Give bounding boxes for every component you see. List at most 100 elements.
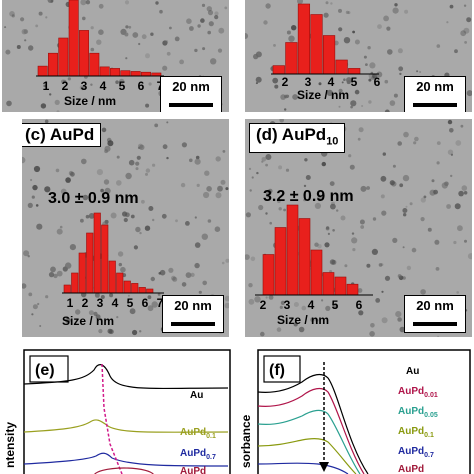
nanoparticle [435,267,440,271]
nanoparticle [145,103,150,108]
nanoparticle [351,237,358,244]
nanoparticle [200,18,205,23]
legend-f-aupd: AuPd [398,464,424,474]
histogram-bar-a-4 [79,30,89,77]
histogram-bar-a-3 [68,0,79,77]
histogram-bar-c-7 [116,272,124,294]
nanoparticle [207,219,212,223]
histogram-bar-b-5 [335,59,348,75]
nanoparticle [50,266,56,273]
nanoparticle [352,248,356,252]
nanoparticle [189,26,194,31]
histogram-bar-d-2 [286,204,299,296]
nanoparticle [420,289,426,295]
nanoparticle [186,18,192,25]
nanoparticle [389,180,395,186]
nanoparticle [372,217,377,221]
nanoparticle [162,40,168,46]
nanoparticle [378,263,383,267]
nanoparticle [32,304,38,310]
nanoparticle [381,317,388,324]
nanoparticle [128,25,132,29]
nanoparticle [222,150,226,153]
nanoparticle [137,146,141,150]
panel-c-particles [22,119,229,336]
nanoparticle [145,172,148,176]
nanoparticle [44,119,49,124]
histogram-bar-b-1 [285,42,298,75]
nanoparticle [310,317,315,322]
nanoparticle [256,171,259,175]
nanoparticle [124,32,129,37]
nanoparticle [22,156,26,164]
nanoparticle [338,88,343,93]
panel-e-label: (e) [35,362,55,379]
nanoparticle [402,208,408,213]
panel-f-absorbance: sorbance (f) Au AuPd0.01 AuPd0.05 AuPd0.… [239,349,471,474]
nanoparticle [392,237,398,243]
nanoparticle [152,163,156,167]
nanoparticle [128,159,135,166]
nanoparticle [214,226,221,232]
histogram-bar-c-4 [93,212,101,294]
nanoparticle [402,246,405,249]
nanoparticle [436,161,440,165]
histogram-bar-a-0 [37,65,48,77]
nanoparticle [463,191,468,195]
legend-e-au: Au [190,390,203,401]
nanoparticle [343,78,346,81]
nanoparticle [215,192,222,199]
histogram-bar-c-0 [63,284,71,294]
nanoparticle [55,168,60,173]
nanoparticle [60,188,67,195]
nanoparticle [399,183,404,188]
histogram-bar-a-8 [120,70,131,77]
nanoparticle [332,303,339,310]
spectrum-e-aupd-0-1 [23,419,229,433]
spectrum-e-peak-guide [101,363,123,474]
nanoparticle [463,4,467,7]
nanoparticle [194,158,201,165]
nanoparticle [255,76,262,83]
nanoparticle [82,16,86,21]
nanoparticle [145,53,150,59]
nanoparticle [380,194,385,199]
panel-b-tem-image: 2 3 4 5 6 Size / nm 20 nm [245,0,472,112]
nanoparticle [461,185,468,191]
panel-c-axis-label: Size / nm [62,314,114,328]
nanoparticle [43,84,46,88]
histogram-bar-c-2 [78,252,86,294]
nanoparticle [265,3,271,9]
nanoparticle [419,71,422,73]
nanoparticle [148,206,154,211]
nanoparticle [36,223,43,230]
histogram-bar-c-8 [123,280,131,294]
nanoparticle [164,40,169,44]
nanoparticle [94,292,100,298]
nanoparticle [203,191,210,199]
nanoparticle [104,145,111,152]
nanoparticle [207,10,214,16]
nanoparticle [202,47,206,51]
nanoparticle [351,232,355,235]
nanoparticle [348,154,352,158]
nanoparticle [297,0,303,5]
nanoparticle [293,302,299,307]
nanoparticle [372,73,378,79]
nanoparticle [166,51,171,56]
nanoparticle [273,44,276,47]
nanoparticle [386,26,391,31]
histogram-bar-c-3 [86,232,94,294]
nanoparticle [9,11,15,17]
nanoparticle [174,36,180,42]
nanoparticle [196,183,200,187]
histogram-bar-b-3 [310,14,323,75]
nanoparticle [352,30,355,34]
nanoparticle [365,63,368,66]
nanoparticle [427,227,432,232]
nanoparticle [431,179,435,183]
nanoparticle [338,27,343,32]
nanoparticle [466,17,472,23]
histogram-bar-c-11 [146,288,154,294]
